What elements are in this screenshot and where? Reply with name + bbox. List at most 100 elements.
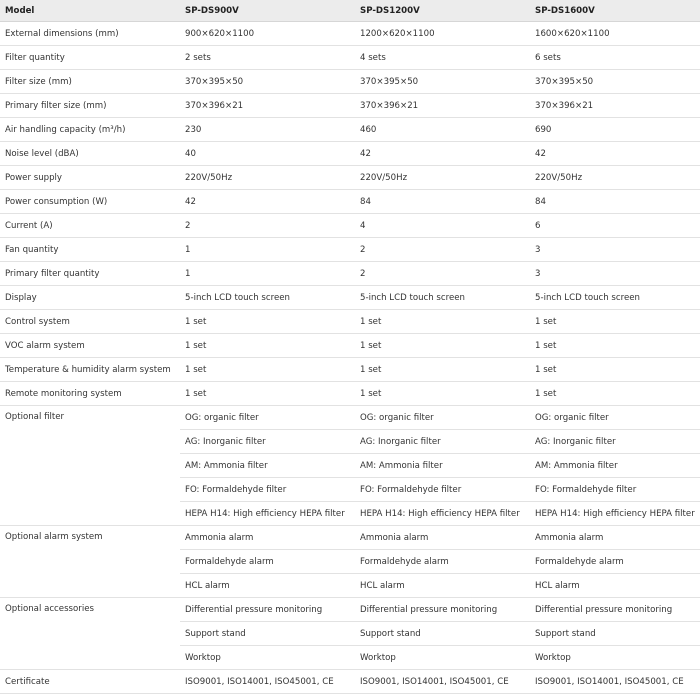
row-label: Optional filter bbox=[0, 405, 180, 526]
cell: 1600×620×1100 bbox=[530, 21, 700, 46]
row-label: VOC alarm system bbox=[0, 333, 180, 358]
cell: ISO9001, ISO14001, ISO45001, CE bbox=[530, 669, 700, 694]
table-row: Formaldehyde alarm Formaldehyde alarm Form… bbox=[0, 549, 700, 574]
table-row: Remote monitoring system 1 set 1 set 1 set bbox=[0, 381, 700, 406]
cell: Support stand bbox=[180, 621, 355, 646]
cell: 2 bbox=[355, 237, 530, 262]
cell: 84 bbox=[355, 189, 530, 214]
table-row: Fan quantity 1 2 3 bbox=[0, 237, 700, 262]
cell: 42 bbox=[530, 141, 700, 166]
cell: Formaldehyde alarm bbox=[530, 549, 700, 574]
row-label: Optional accessories bbox=[0, 597, 180, 670]
table-row: Noise level (dBA) 40 42 42 bbox=[0, 141, 700, 166]
cell: 2 bbox=[355, 261, 530, 286]
cell: OG: organic filter bbox=[355, 405, 530, 430]
table-row: Primary filter size (mm) 370×396×21 370×39… bbox=[0, 93, 700, 118]
cell: 1 set bbox=[355, 381, 530, 406]
cell: 1200×620×1100 bbox=[355, 21, 530, 46]
cell: HCL alarm bbox=[180, 573, 355, 598]
cell: 460 bbox=[355, 117, 530, 142]
cell: FO: Formaldehyde filter bbox=[530, 477, 700, 502]
table-row: Control system 1 set 1 set 1 set bbox=[0, 309, 700, 334]
table-row: Air handling capacity (m³/h) 230 460 690 bbox=[0, 117, 700, 142]
row-label: Optional alarm system bbox=[0, 525, 180, 598]
cell: 3 bbox=[530, 261, 700, 286]
cell: ISO9001, ISO14001, ISO45001, CE bbox=[180, 669, 355, 694]
cell: 1 set bbox=[355, 357, 530, 382]
cell: 1 set bbox=[180, 333, 355, 358]
row-label: Primary filter size (mm) bbox=[0, 93, 180, 118]
row-label: Remote monitoring system bbox=[0, 381, 180, 406]
cell: Differential pressure monitoring bbox=[530, 597, 700, 622]
cell: AG: Inorganic filter bbox=[530, 429, 700, 454]
header-cell: SP-DS900V bbox=[180, 0, 355, 22]
table-row: Optional alarm system Ammonia alarm Ammoni… bbox=[0, 525, 700, 598]
cell: Worktop bbox=[355, 645, 530, 670]
table-row: Support stand Support stand Support stand bbox=[0, 621, 700, 646]
row-label: Display bbox=[0, 285, 180, 310]
cell: Differential pressure monitoring bbox=[180, 597, 355, 622]
header-row: Model SP-DS900V SP-DS1200V SP-DS1600V bbox=[0, 0, 700, 22]
cell: 6 sets bbox=[530, 45, 700, 70]
table-row: External dimensions (mm) 900×620×1100 1200… bbox=[0, 21, 700, 46]
cell: 5-inch LCD touch screen bbox=[355, 285, 530, 310]
table-row: Primary filter quantity 1 2 3 bbox=[0, 261, 700, 286]
cell: 1 set bbox=[180, 381, 355, 406]
cell: Worktop bbox=[530, 645, 700, 670]
cell: AM: Ammonia filter bbox=[530, 453, 700, 478]
table-row: Optional accessories Differential pressur… bbox=[0, 597, 700, 670]
cell: 40 bbox=[180, 141, 355, 166]
row-label: Temperature & humidity alarm system bbox=[0, 357, 180, 382]
header-cell: Model bbox=[0, 0, 180, 22]
cell: 5-inch LCD touch screen bbox=[180, 285, 355, 310]
cell: AG: Inorganic filter bbox=[180, 429, 355, 454]
row-label: Noise level (dBA) bbox=[0, 141, 180, 166]
cell: 370×395×50 bbox=[180, 69, 355, 94]
table-row: HEPA H14: High efficiency HEPA filter HEP… bbox=[0, 501, 700, 526]
cell: 220V/50Hz bbox=[180, 165, 355, 190]
row-label: Filter quantity bbox=[0, 45, 180, 70]
table-row: Power consumption (W) 42 84 84 bbox=[0, 189, 700, 214]
cell: 900×620×1100 bbox=[180, 21, 355, 46]
cell: 1 set bbox=[530, 333, 700, 358]
table-row: AG: Inorganic filter AG: Inorganic filter… bbox=[0, 429, 700, 454]
cell: 4 bbox=[355, 213, 530, 238]
cell: HEPA H14: High efficiency HEPA filter bbox=[355, 501, 530, 526]
cell: HCL alarm bbox=[530, 573, 700, 598]
cell: OG: organic filter bbox=[530, 405, 700, 430]
cell: HCL alarm bbox=[355, 573, 530, 598]
row-label: Power supply bbox=[0, 165, 180, 190]
cell: ISO9001, ISO14001, ISO45001, CE bbox=[355, 669, 530, 694]
cell: 2 sets bbox=[180, 45, 355, 70]
cell: 1 set bbox=[180, 309, 355, 334]
header-cell: SP-DS1600V bbox=[530, 0, 700, 22]
cell: Ammonia alarm bbox=[355, 525, 530, 550]
cell: 1 set bbox=[530, 381, 700, 406]
table-row: AM: Ammonia filter AM: Ammonia filter AM: … bbox=[0, 453, 700, 478]
cell: 1 set bbox=[355, 333, 530, 358]
table-row: Optional filter OG: organic filter OG: org… bbox=[0, 405, 700, 526]
cell: AG: Inorganic filter bbox=[355, 429, 530, 454]
cell: 42 bbox=[180, 189, 355, 214]
table-row: Display 5-inch LCD touch screen 5-inch LCD… bbox=[0, 285, 700, 310]
cell: 1 set bbox=[530, 357, 700, 382]
cell: 1 set bbox=[355, 309, 530, 334]
table-row: Filter quantity 2 sets 4 sets 6 sets bbox=[0, 45, 700, 70]
cell: Support stand bbox=[355, 621, 530, 646]
cell: Formaldehyde alarm bbox=[355, 549, 530, 574]
header-cell: SP-DS1200V bbox=[355, 0, 530, 22]
table-row: Power supply 220V/50Hz 220V/50Hz 220V/50Hz bbox=[0, 165, 700, 190]
row-label: Power consumption (W) bbox=[0, 189, 180, 214]
cell: Support stand bbox=[530, 621, 700, 646]
cell: 370×396×21 bbox=[530, 93, 700, 118]
row-label: Primary filter quantity bbox=[0, 261, 180, 286]
table-row: Certificate ISO9001, ISO14001, ISO45001, … bbox=[0, 669, 700, 694]
row-label: Fan quantity bbox=[0, 237, 180, 262]
cell: 5-inch LCD touch screen bbox=[530, 285, 700, 310]
cell: 370×395×50 bbox=[355, 69, 530, 94]
cell: FO: Formaldehyde filter bbox=[180, 477, 355, 502]
cell: HEPA H14: High efficiency HEPA filter bbox=[530, 501, 700, 526]
cell: Formaldehyde alarm bbox=[180, 549, 355, 574]
